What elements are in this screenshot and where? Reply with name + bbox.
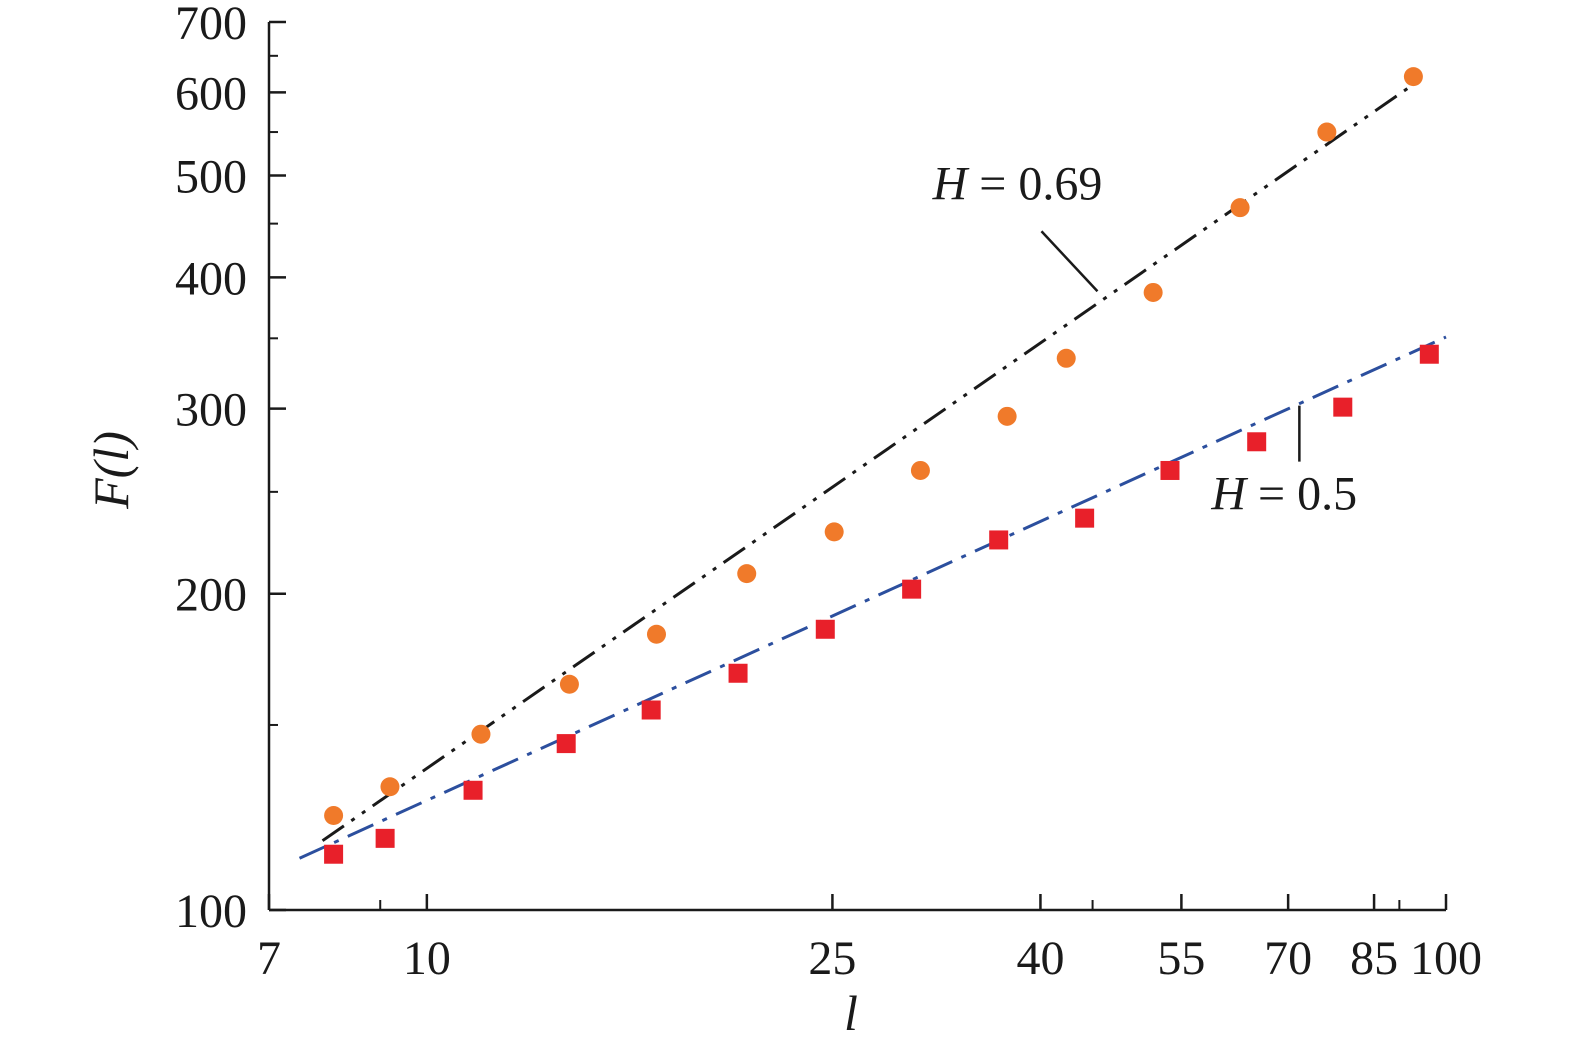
series-2-point: [463, 780, 483, 800]
series-2-point: [1247, 432, 1267, 452]
y-tick-label: 300: [175, 384, 247, 437]
y-tick-label: 700: [175, 0, 247, 50]
series-2-point: [815, 619, 835, 639]
series-1-point: [997, 406, 1017, 426]
x-tick-label: 7: [257, 932, 281, 985]
y-tick-label: 500: [175, 151, 247, 204]
annotation-label: H = 0.5: [1210, 468, 1357, 521]
series-2-point: [641, 700, 661, 720]
annotation-label: H = 0.69: [932, 157, 1103, 210]
y-tick-label: 600: [175, 67, 247, 120]
series-2-point: [1333, 397, 1353, 417]
series-1-point: [559, 674, 579, 694]
x-tick-label: 85: [1350, 932, 1398, 985]
x-tick-label: 55: [1157, 932, 1205, 985]
annotation-value: = 0.5: [1246, 468, 1357, 521]
series-1-point: [910, 460, 930, 480]
series-1-point: [737, 564, 757, 584]
series-2-point: [1419, 344, 1439, 364]
series-2-point: [1160, 460, 1180, 480]
series-1-point: [1056, 348, 1076, 368]
x-tick-label: 100: [1410, 932, 1482, 985]
y-axis-title: F(l): [83, 431, 139, 510]
series-2-point: [902, 579, 922, 599]
series-1-point: [1230, 198, 1250, 218]
series-1-point: [646, 624, 666, 644]
series-2-point: [375, 828, 395, 848]
annotation-leader: [1040, 230, 1099, 293]
series-1-point: [1403, 67, 1423, 87]
x-tick-label: 40: [1016, 932, 1064, 985]
x-tick-label: 25: [808, 932, 856, 985]
annotation-var: H: [932, 157, 970, 210]
fit-line-2: [298, 335, 1447, 860]
x-axis-title: l: [844, 985, 858, 1041]
y-tick-label: 100: [175, 885, 247, 938]
annotation-value: = 0.69: [967, 157, 1102, 210]
x-tick-label: 70: [1264, 932, 1312, 985]
axes: l F(l): [83, 22, 1446, 1041]
series-2-point: [324, 844, 344, 864]
series-1-point: [1143, 282, 1163, 302]
y-tick-label: 200: [175, 569, 247, 622]
series-2-point: [989, 530, 1009, 550]
series-2-point: [556, 734, 576, 754]
series-2-point: [728, 663, 748, 683]
series-1-point: [824, 522, 844, 542]
y-tick-label: 400: [175, 252, 247, 305]
series-1-point: [471, 724, 491, 744]
series-1-point: [380, 777, 400, 797]
x-tick-label: 10: [403, 932, 451, 985]
series-1-point: [1317, 122, 1337, 142]
data-points: [324, 67, 1439, 864]
series-2-point: [1075, 508, 1095, 528]
annotation-var: H: [1210, 468, 1248, 521]
annotations: H = 0.69H = 0.5: [932, 157, 1358, 520]
series-1-point: [324, 806, 344, 826]
